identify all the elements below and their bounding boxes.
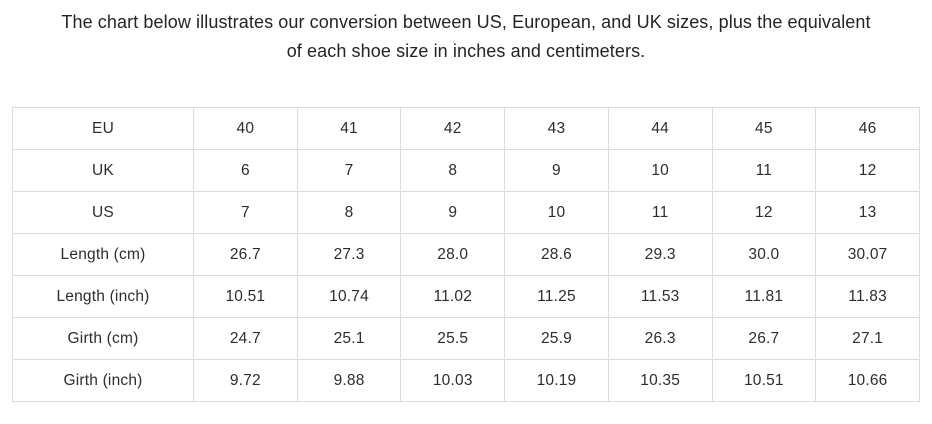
cell-value: 9 [400, 191, 506, 234]
cell-value: 10 [607, 149, 713, 192]
cell-value: 7 [193, 191, 298, 234]
cell-value: 11.83 [815, 275, 920, 318]
cell-value: 10.35 [607, 359, 713, 402]
intro-text-line-1: The chart below illustrates our conversi… [61, 12, 871, 32]
cell-value: 27.1 [815, 317, 920, 360]
cell-value: 10.03 [400, 359, 506, 402]
row-label-girth-cm: Girth (cm) [12, 317, 194, 360]
cell-value: 9 [504, 149, 609, 192]
row-label-length-cm: Length (cm) [12, 233, 194, 276]
table-row-girth-inch: Girth (inch) 9.72 9.88 10.03 10.19 10.35… [12, 359, 920, 402]
row-label-eu: EU [12, 107, 194, 150]
table-row-eu: EU 40 41 42 43 44 45 46 [12, 107, 920, 150]
table-row-us: US 7 8 9 10 11 12 13 [12, 191, 920, 234]
cell-value: 10.51 [193, 275, 298, 318]
cell-value: 9.72 [193, 359, 298, 402]
cell-value: 30.0 [711, 233, 817, 276]
cell-value: 43 [504, 107, 609, 150]
cell-value: 10.74 [296, 275, 402, 318]
cell-value: 10.19 [504, 359, 609, 402]
cell-value: 28.0 [400, 233, 506, 276]
table-row-length-inch: Length (inch) 10.51 10.74 11.02 11.25 11… [12, 275, 920, 318]
cell-value: 25.5 [400, 317, 506, 360]
cell-value: 29.3 [607, 233, 713, 276]
cell-value: 26.7 [193, 233, 298, 276]
cell-value: 28.6 [504, 233, 609, 276]
cell-value: 25.1 [296, 317, 402, 360]
table-row-girth-cm: Girth (cm) 24.7 25.1 25.5 25.9 26.3 26.7… [12, 317, 920, 360]
cell-value: 11.25 [504, 275, 609, 318]
cell-value: 10.66 [815, 359, 920, 402]
cell-value: 13 [815, 191, 920, 234]
cell-value: 10.51 [711, 359, 817, 402]
cell-value: 27.3 [296, 233, 402, 276]
row-label-us: US [12, 191, 194, 234]
cell-value: 11 [711, 149, 817, 192]
cell-value: 41 [296, 107, 402, 150]
cell-value: 11.53 [607, 275, 713, 318]
table-row-length-cm: Length (cm) 26.7 27.3 28.0 28.6 29.3 30.… [12, 233, 920, 276]
cell-value: 46 [815, 107, 920, 150]
size-conversion-table: EU 40 41 42 43 44 45 46 UK 6 7 8 9 10 11… [12, 107, 920, 402]
cell-value: 42 [400, 107, 506, 150]
cell-value: 30.07 [815, 233, 920, 276]
cell-value: 8 [400, 149, 506, 192]
cell-value: 12 [815, 149, 920, 192]
table-row-uk: UK 6 7 8 9 10 11 12 [12, 149, 920, 192]
cell-value: 9.88 [296, 359, 402, 402]
intro-text-line-2: of each shoe size in inches and centimet… [286, 41, 646, 61]
cell-value: 6 [193, 149, 298, 192]
cell-value: 8 [296, 191, 402, 234]
cell-value: 11.81 [711, 275, 817, 318]
cell-value: 26.7 [711, 317, 817, 360]
cell-value: 11 [607, 191, 713, 234]
cell-value: 26.3 [607, 317, 713, 360]
row-label-uk: UK [12, 149, 194, 192]
cell-value: 11.02 [400, 275, 506, 318]
cell-value: 12 [711, 191, 817, 234]
cell-value: 44 [607, 107, 713, 150]
intro-text: The chart below illustrates our conversi… [0, 0, 932, 66]
cell-value: 24.7 [193, 317, 298, 360]
row-label-length-inch: Length (inch) [12, 275, 194, 318]
row-label-girth-inch: Girth (inch) [12, 359, 194, 402]
cell-value: 40 [193, 107, 298, 150]
cell-value: 45 [711, 107, 817, 150]
cell-value: 25.9 [504, 317, 609, 360]
cell-value: 7 [296, 149, 402, 192]
cell-value: 10 [504, 191, 609, 234]
